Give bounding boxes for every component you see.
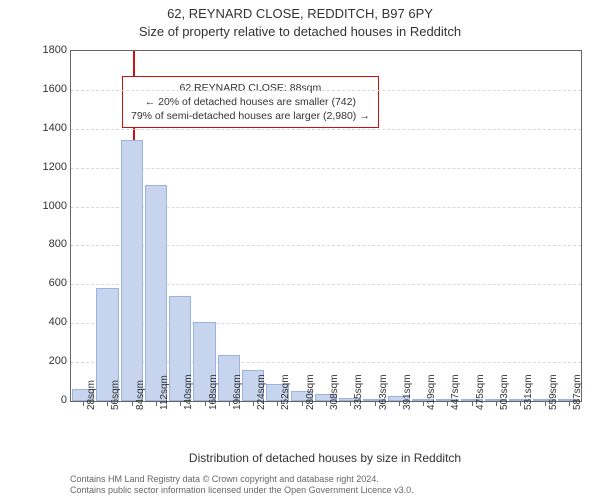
- y-tick-label: 200: [31, 355, 67, 367]
- x-tick: [156, 402, 157, 406]
- x-tick: [447, 402, 448, 406]
- x-tick: [180, 402, 181, 406]
- x-tick-label: 308sqm: [329, 374, 340, 410]
- x-tick: [423, 402, 424, 406]
- annotation-line-2: ← 20% of detached houses are smaller (74…: [131, 95, 370, 109]
- x-tick: [350, 402, 351, 406]
- x-tick-label: 280sqm: [305, 374, 316, 410]
- chart-plot-area: 62 REYNARD CLOSE: 88sqm ← 20% of detache…: [70, 50, 582, 402]
- x-tick-label: 252sqm: [280, 374, 291, 410]
- y-tick-label: 1200: [31, 161, 67, 173]
- x-tick: [569, 402, 570, 406]
- x-tick: [107, 402, 108, 406]
- gridline: [71, 168, 581, 169]
- annotation-line-1: 62 REYNARD CLOSE: 88sqm: [131, 81, 370, 95]
- x-tick: [302, 402, 303, 406]
- x-tick-label: 475sqm: [475, 374, 486, 410]
- x-tick-label: 503sqm: [499, 374, 510, 410]
- y-tick-label: 1400: [31, 122, 67, 134]
- y-tick-label: 600: [31, 277, 67, 289]
- x-tick: [375, 402, 376, 406]
- x-tick: [229, 402, 230, 406]
- x-axis-title: Distribution of detached houses by size …: [70, 451, 580, 465]
- annotation-line-3: 79% of semi-detached houses are larger (…: [131, 109, 370, 123]
- x-tick-label: 140sqm: [183, 374, 194, 410]
- x-tick-label: 56sqm: [110, 380, 121, 410]
- x-tick-label: 168sqm: [208, 374, 219, 410]
- annotation-box: 62 REYNARD CLOSE: 88sqm ← 20% of detache…: [122, 76, 379, 129]
- x-tick: [496, 402, 497, 406]
- x-tick-label: 531sqm: [523, 374, 534, 410]
- x-tick: [83, 402, 84, 406]
- y-tick-label: 1800: [31, 44, 67, 56]
- y-tick-label: 800: [31, 238, 67, 250]
- x-tick: [277, 402, 278, 406]
- x-tick-label: 28sqm: [86, 380, 97, 410]
- gridline: [71, 90, 581, 91]
- chart-title: Size of property relative to detached ho…: [0, 24, 600, 39]
- x-tick-label: 335sqm: [353, 374, 364, 410]
- footer-attribution: Contains HM Land Registry data © Crown c…: [70, 474, 414, 497]
- x-tick-label: 587sqm: [572, 374, 583, 410]
- y-tick-label: 1600: [31, 83, 67, 95]
- histogram-bar: [121, 140, 143, 401]
- x-tick-label: 559sqm: [548, 374, 559, 410]
- page-title: 62, REYNARD CLOSE, REDDITCH, B97 6PY: [0, 6, 600, 21]
- y-tick-label: 0: [31, 394, 67, 406]
- x-tick-label: 112sqm: [159, 375, 170, 410]
- x-tick: [545, 402, 546, 406]
- x-tick-label: 224sqm: [256, 374, 267, 410]
- x-tick-label: 391sqm: [402, 374, 413, 410]
- x-tick: [472, 402, 473, 406]
- x-tick: [253, 402, 254, 406]
- x-tick-label: 419sqm: [426, 374, 437, 410]
- x-tick-label: 196sqm: [232, 374, 243, 410]
- x-tick: [205, 402, 206, 406]
- y-tick-label: 1000: [31, 200, 67, 212]
- histogram-bar: [145, 185, 167, 401]
- x-tick: [399, 402, 400, 406]
- x-tick-label: 84sqm: [135, 380, 146, 410]
- y-tick-label: 400: [31, 316, 67, 328]
- x-tick: [132, 402, 133, 406]
- x-tick: [520, 402, 521, 406]
- x-tick-label: 363sqm: [378, 374, 389, 410]
- x-tick: [326, 402, 327, 406]
- x-tick-label: 447sqm: [450, 374, 461, 410]
- gridline: [71, 129, 581, 130]
